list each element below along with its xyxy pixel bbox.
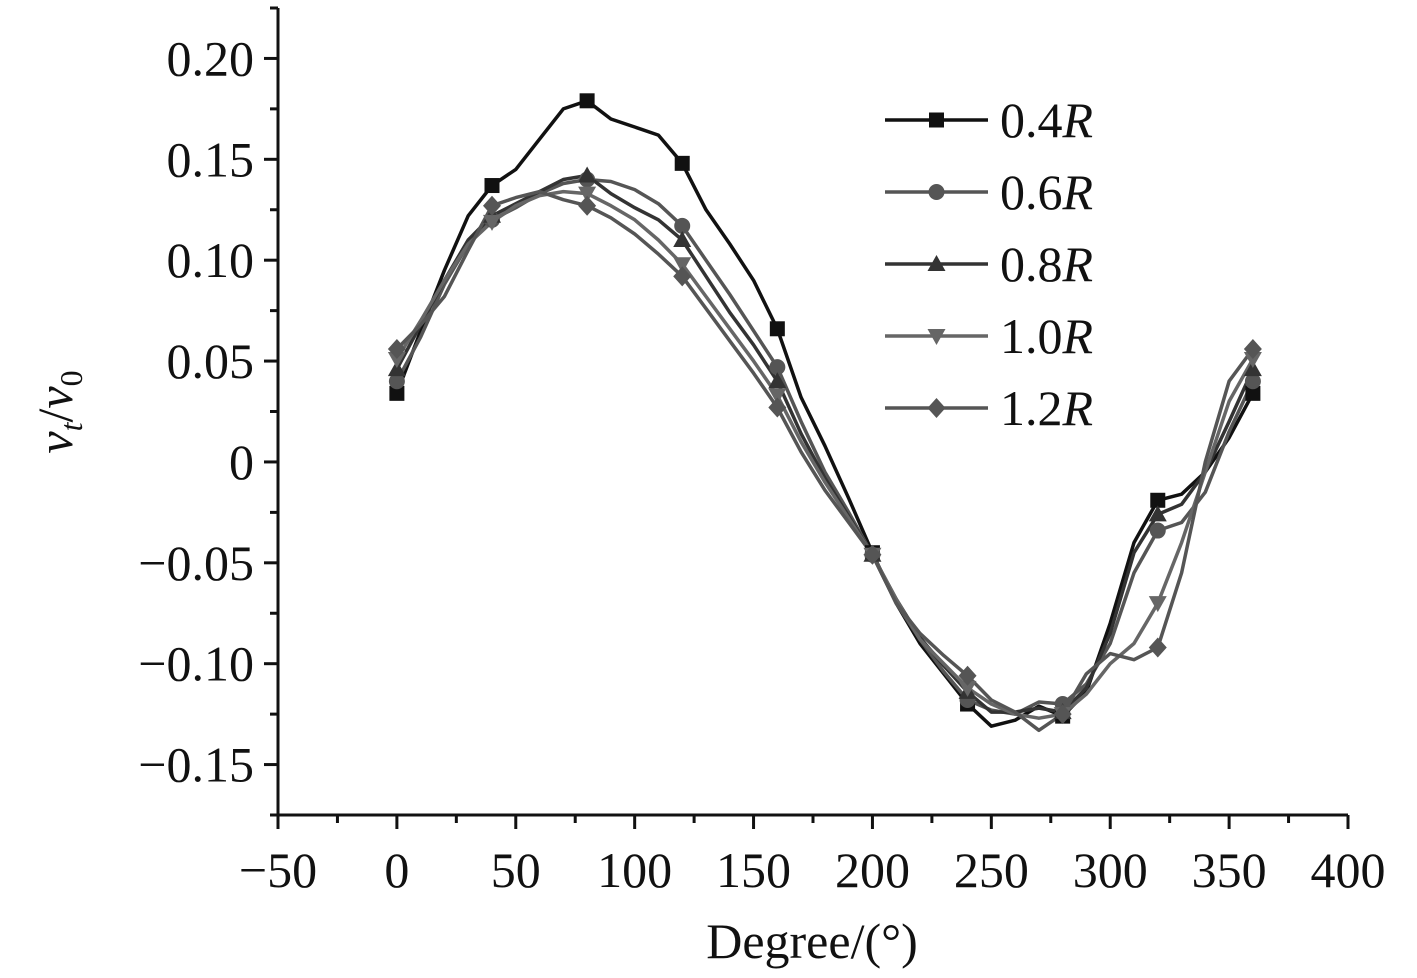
- y-tick-label: −0.05: [138, 535, 254, 591]
- data-point-1-2R: [387, 338, 406, 359]
- data-point-0-6R: [674, 217, 691, 234]
- x-tick-label: 300: [1073, 842, 1148, 898]
- legend-item-1-0R: 1.0R: [885, 308, 1093, 364]
- data-point-1-0R: [1243, 352, 1262, 369]
- legend-item-1-2R: 1.2R: [885, 380, 1093, 436]
- data-point-1-0R: [1148, 596, 1167, 613]
- x-tick-label: 50: [491, 842, 541, 898]
- y-axis-title-sep: /: [27, 409, 83, 423]
- data-point-1-2R: [578, 195, 597, 216]
- data-point-1-2R: [863, 544, 882, 565]
- y-axis-ticks: 0.20 0.15 0.10 0.05 0 −0.05 −0.10 −0.15: [138, 6, 278, 817]
- data-point-0-8R: [578, 166, 597, 183]
- data-point-1-0R: [958, 680, 977, 697]
- y-tick-label: 0.10: [167, 232, 255, 288]
- x-tick-label: 200: [835, 842, 910, 898]
- x-axis-title: Degree/(°): [706, 913, 918, 969]
- legend: 0.4R 0.6R 0.8R 1.0R 1.2R: [885, 92, 1093, 436]
- data-point-0-4R: [579, 93, 595, 109]
- data-point-0-4R: [674, 155, 690, 171]
- data-point-1-0R: [387, 352, 406, 369]
- data-point-0-8R: [768, 372, 787, 389]
- data-point-0-4R: [1150, 492, 1166, 508]
- series-markers: [387, 93, 1262, 725]
- legend-item-0-4R: 0.4R: [885, 92, 1093, 148]
- y-axis-title-sub2: 0: [53, 370, 89, 386]
- data-point-0-8R: [1148, 505, 1167, 522]
- y-tick-label: 0.20: [167, 30, 255, 86]
- legend-marker: [929, 112, 944, 128]
- data-point-1-0R: [483, 214, 501, 231]
- legend-label: 1.2R: [1000, 380, 1093, 436]
- data-point-1-2R: [483, 195, 501, 216]
- series-line-0-4R: [395, 99, 1255, 728]
- data-point-0-4R: [389, 385, 405, 401]
- y-axis-title-main: v: [27, 431, 83, 454]
- y-tick-label: −0.10: [138, 636, 254, 692]
- data-point-1-0R: [673, 257, 692, 274]
- data-point-1-2R: [1053, 704, 1072, 725]
- y-tick-label: 0.05: [167, 333, 255, 389]
- y-axis-title-main2: v: [27, 386, 83, 409]
- legend-marker: [927, 255, 946, 271]
- data-point-0-8R: [673, 231, 692, 248]
- data-point-0-4R: [769, 321, 785, 337]
- series-line-1-2R: [395, 189, 1255, 733]
- data-point-1-2R: [958, 665, 977, 686]
- legend-item-0-6R: 0.6R: [885, 164, 1093, 220]
- y-tick-label: −0.15: [138, 737, 254, 793]
- y-axis-title: vt/v0: [27, 370, 89, 453]
- data-point-1-0R: [578, 186, 597, 203]
- legend-marker: [928, 184, 945, 200]
- x-tick-label: −50: [239, 842, 317, 898]
- x-tick-label: 0: [384, 842, 409, 898]
- x-tick-label: 400: [1311, 842, 1386, 898]
- data-point-1-2R: [1148, 637, 1167, 658]
- x-tick-label: 250: [954, 842, 1029, 898]
- x-tick-label: 350: [1192, 842, 1267, 898]
- data-point-0-6R: [388, 373, 405, 390]
- legend-label: 1.0R: [1000, 308, 1093, 364]
- y-tick-label: 0: [229, 434, 254, 490]
- plot-area: −50 0 50 100 150 200 250 300 350 400 0.20 0.15 0.10…: [138, 6, 1386, 898]
- data-point-0-8R: [1243, 360, 1262, 377]
- data-point-1-2R: [768, 397, 787, 418]
- data-point-0-8R: [387, 360, 406, 377]
- legend-item-0-8R: 0.8R: [885, 236, 1093, 292]
- legend-marker: [927, 398, 946, 418]
- data-point-0-6R: [1244, 373, 1261, 390]
- data-point-0-4R: [484, 178, 500, 194]
- y-axis-title-sub: t: [53, 421, 89, 431]
- data-point-0-4R: [1245, 385, 1261, 401]
- data-point-0-6R: [769, 359, 786, 376]
- x-tick-label: 150: [716, 842, 791, 898]
- data-point-1-2R: [673, 266, 692, 287]
- legend-label: 0.4R: [1000, 92, 1093, 148]
- series-line-1-0R: [395, 189, 1255, 720]
- legend-marker: [927, 329, 946, 345]
- data-point-1-0R: [768, 388, 787, 405]
- data-point-0-6R: [1149, 522, 1166, 539]
- x-tick-label: 100: [597, 842, 672, 898]
- series-lines: [395, 99, 1255, 733]
- legend-label: 0.6R: [1000, 164, 1093, 220]
- y-tick-label: 0.15: [167, 131, 255, 187]
- x-axis-ticks: −50 0 50 100 150 200 250 300 350 400: [239, 815, 1386, 898]
- legend-label: 0.8R: [1000, 236, 1093, 292]
- series-line-0-6R: [395, 177, 1255, 716]
- data-point-1-2R: [1243, 338, 1262, 359]
